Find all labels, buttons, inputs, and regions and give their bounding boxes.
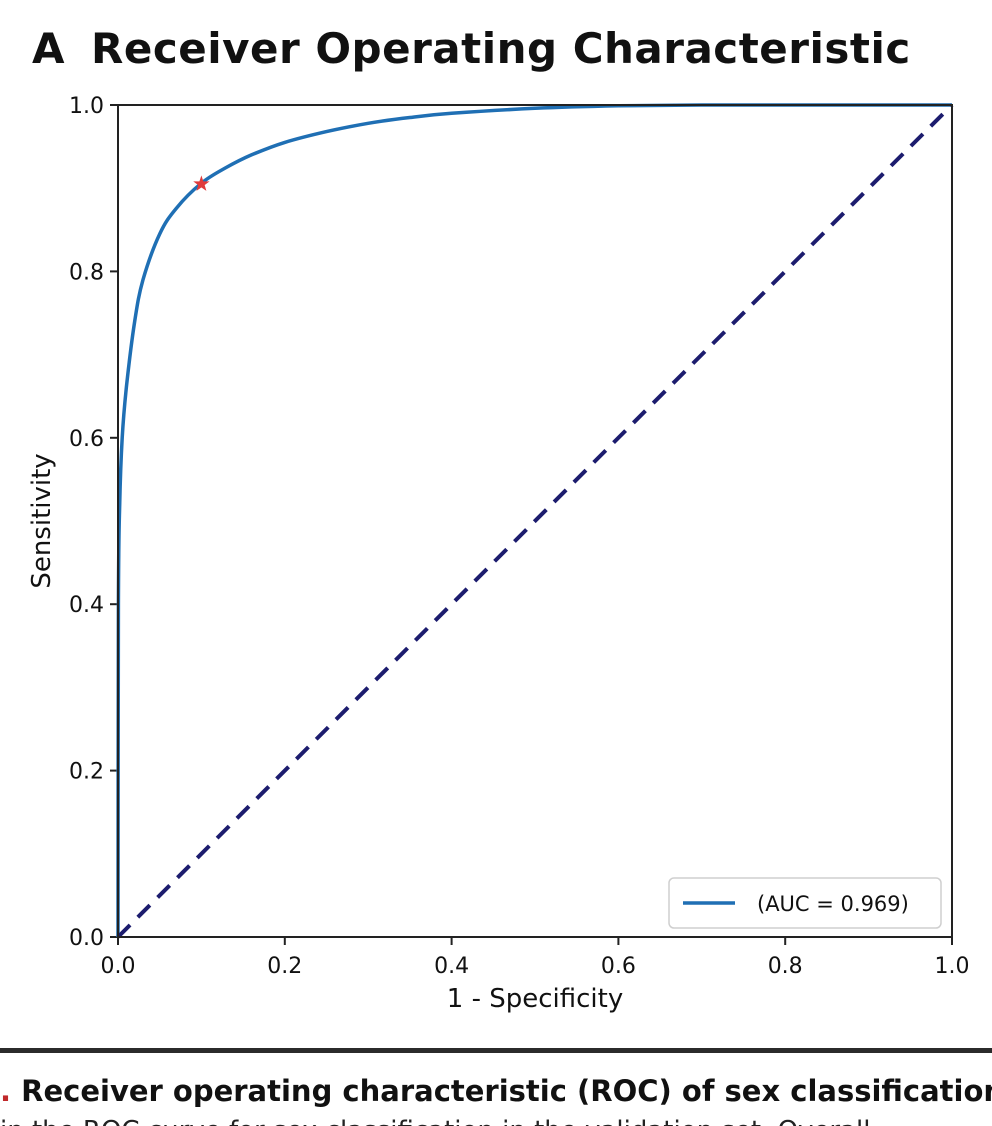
caption-cut-text: in the ROC curve for sex classification … <box>0 1116 992 1126</box>
lines-layer <box>116 103 954 939</box>
y-tick-label: 0.6 <box>69 427 104 452</box>
axes-frame <box>117 104 953 938</box>
chart-title: Receiver Operating Characteristic <box>91 24 911 73</box>
caption-title: Receiver operating characteristic (ROC) … <box>21 1074 992 1108</box>
x-tick-label: 0.6 <box>601 954 636 979</box>
legend-box <box>668 877 942 929</box>
y-tick-label: 1.0 <box>69 94 104 119</box>
x-tick-label: 0.0 <box>101 954 136 979</box>
caption-divider <box>0 1048 992 1053</box>
roc-plot: 0.0 0.2 0.4 0.6 0.8 1.0 0.0 0.2 0.4 0.6 0.8 1.0 (AU… <box>27 94 970 1014</box>
ticks-layer: 0.0 0.2 0.4 0.6 0.8 1.0 0.0 0.2 0.4 0.6 0.8 1.0 <box>69 94 970 979</box>
legend-label: (AUC = 0.969) <box>757 892 909 916</box>
figure-caption: . Receiver operating characteristic (ROC… <box>0 1074 992 1108</box>
y-axis-label: Sensitivity <box>27 453 57 588</box>
caption-dot: . <box>0 1074 12 1108</box>
x-tick-label: 0.8 <box>768 954 803 979</box>
legend: (AUC = 0.969) <box>668 877 942 929</box>
x-tick-label: 0.4 <box>434 954 469 979</box>
y-tick-label: 0.4 <box>69 593 104 618</box>
x-tick-label: 1.0 <box>935 954 970 979</box>
optimal-threshold-star-marker <box>193 175 210 191</box>
y-tick-label: 0.8 <box>69 260 104 285</box>
panel-letter: A <box>32 24 66 73</box>
chart-title-block: A Receiver Operating Characteristic <box>32 24 911 73</box>
x-tick-label: 0.2 <box>267 954 302 979</box>
y-tick-label: 0.2 <box>69 760 104 785</box>
y-tick-label: 0.0 <box>69 926 104 951</box>
x-axis-label: 1 - Specificity <box>447 984 623 1014</box>
caption-cut-line: in the ROC curve for sex classification … <box>0 1114 992 1126</box>
chance-diagonal-line <box>116 103 954 939</box>
